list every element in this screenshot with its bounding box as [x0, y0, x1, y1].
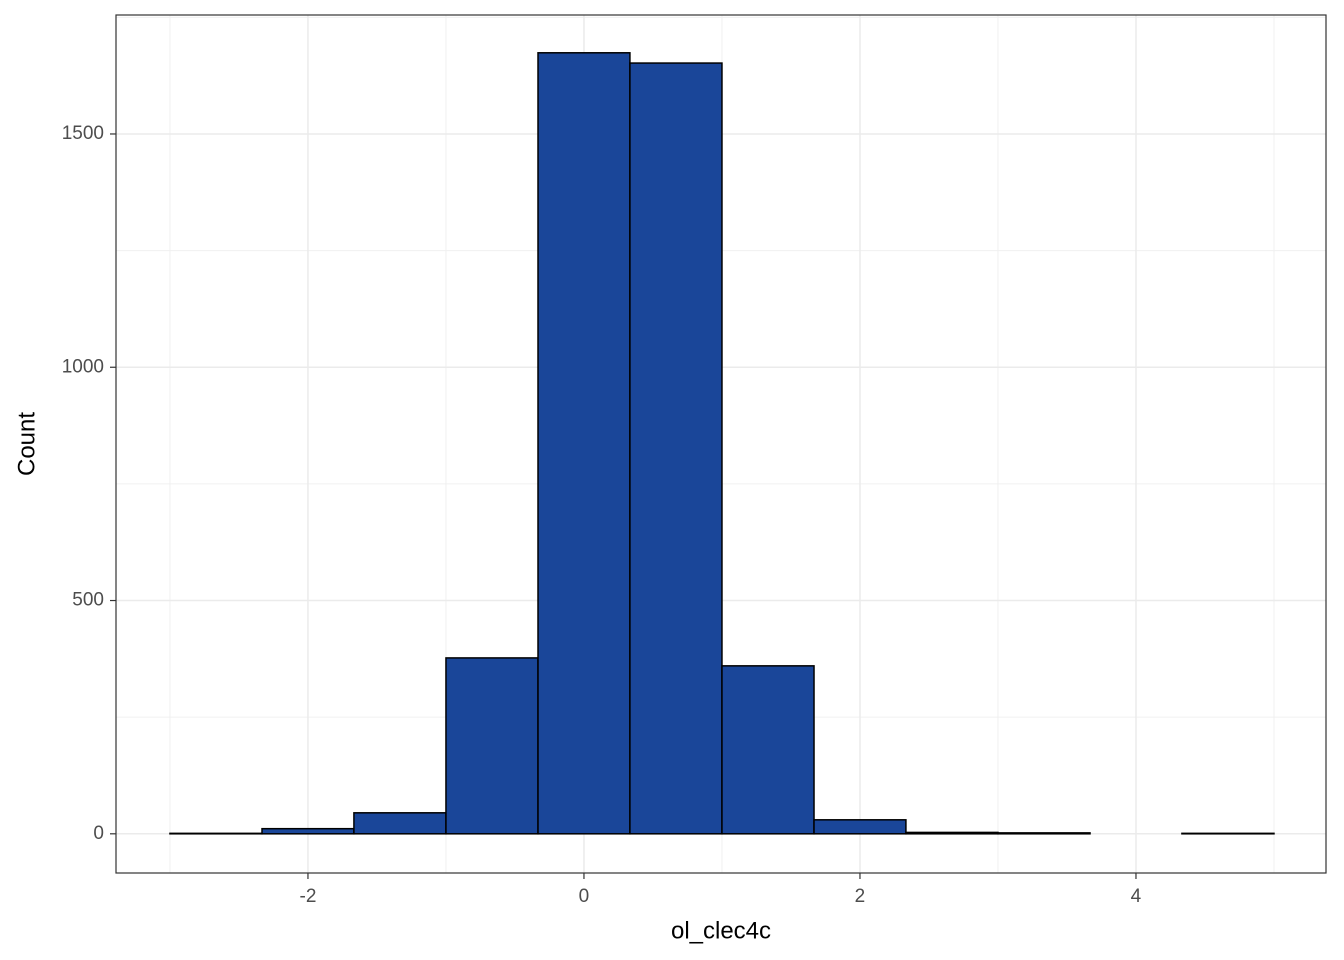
bar	[905, 831, 999, 835]
bar	[261, 827, 355, 835]
bar	[629, 62, 723, 835]
x-tick-label: 2	[855, 886, 866, 907]
bar	[353, 812, 447, 835]
x-tick-label: -2	[300, 886, 317, 907]
panel-border	[115, 14, 1327, 874]
y-tick-label: 500	[72, 590, 104, 611]
y-tick-label: 1000	[62, 356, 104, 377]
x-tick-label: 4	[1131, 886, 1142, 907]
bar	[813, 819, 907, 835]
y-tick-label: 0	[93, 823, 104, 844]
bar	[537, 52, 631, 835]
bar	[445, 657, 539, 835]
y-tick-label: 1500	[62, 123, 104, 144]
x-axis-title: ol_clec4c	[671, 917, 771, 944]
bar	[721, 665, 815, 835]
y-axis-title: Count	[13, 412, 40, 476]
bar	[997, 832, 1091, 835]
x-tick-label: 0	[579, 886, 590, 907]
